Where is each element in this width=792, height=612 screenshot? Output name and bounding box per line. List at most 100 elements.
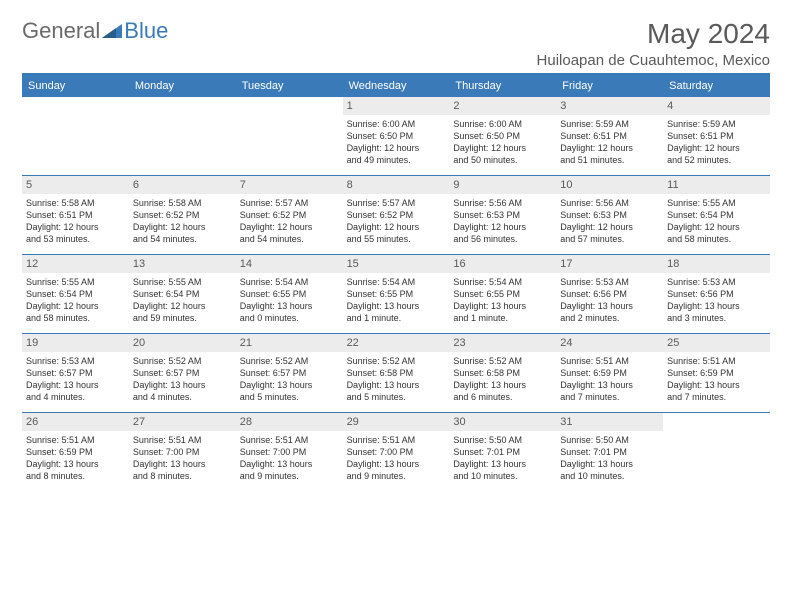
- sunrise: Sunrise: 5:53 AM: [26, 355, 125, 367]
- day-number: 16: [449, 255, 556, 273]
- day-cell: 19Sunrise: 5:53 AMSunset: 6:57 PMDayligh…: [22, 334, 129, 412]
- daylight-1: Daylight: 12 hours: [667, 221, 766, 233]
- daylight-2: and 5 minutes.: [240, 391, 339, 403]
- day-number: 2: [449, 97, 556, 115]
- day-number: 29: [343, 413, 450, 431]
- day-info: Sunrise: 5:59 AMSunset: 6:51 PMDaylight:…: [667, 118, 766, 167]
- daylight-2: and 58 minutes.: [26, 312, 125, 324]
- month-title: May 2024: [537, 18, 770, 50]
- day-cell: 30Sunrise: 5:50 AMSunset: 7:01 PMDayligh…: [449, 413, 556, 491]
- day-info: Sunrise: 5:54 AMSunset: 6:55 PMDaylight:…: [240, 276, 339, 325]
- day-number: 12: [22, 255, 129, 273]
- sunset: Sunset: 6:50 PM: [453, 130, 552, 142]
- sunrise: Sunrise: 5:53 AM: [667, 276, 766, 288]
- day-number: 20: [129, 334, 236, 352]
- day-header-sat: Saturday: [663, 75, 770, 97]
- day-info: Sunrise: 5:51 AMSunset: 7:00 PMDaylight:…: [240, 434, 339, 483]
- sunset: Sunset: 7:01 PM: [560, 446, 659, 458]
- sunset: Sunset: 6:52 PM: [347, 209, 446, 221]
- daylight-2: and 4 minutes.: [26, 391, 125, 403]
- sunset: Sunset: 6:57 PM: [240, 367, 339, 379]
- day-info: Sunrise: 5:56 AMSunset: 6:53 PMDaylight:…: [560, 197, 659, 246]
- daylight-1: Daylight: 13 hours: [240, 379, 339, 391]
- sunrise: Sunrise: 5:59 AM: [560, 118, 659, 130]
- day-number: 7: [236, 176, 343, 194]
- day-number: 23: [449, 334, 556, 352]
- sunset: Sunset: 7:00 PM: [133, 446, 232, 458]
- sunset: Sunset: 6:52 PM: [240, 209, 339, 221]
- daylight-1: Daylight: 12 hours: [26, 221, 125, 233]
- sunrise: Sunrise: 5:51 AM: [560, 355, 659, 367]
- day-cell: 1Sunrise: 6:00 AMSunset: 6:50 PMDaylight…: [343, 97, 450, 175]
- daylight-2: and 54 minutes.: [240, 233, 339, 245]
- sunrise: Sunrise: 5:55 AM: [26, 276, 125, 288]
- sunrise: Sunrise: 5:55 AM: [667, 197, 766, 209]
- daylight-2: and 7 minutes.: [560, 391, 659, 403]
- day-cell: 24Sunrise: 5:51 AMSunset: 6:59 PMDayligh…: [556, 334, 663, 412]
- day-number: 1: [343, 97, 450, 115]
- day-number: 5: [22, 176, 129, 194]
- daylight-1: Daylight: 13 hours: [240, 300, 339, 312]
- sunset: Sunset: 6:55 PM: [347, 288, 446, 300]
- sunrise: Sunrise: 5:51 AM: [26, 434, 125, 446]
- day-number: 8: [343, 176, 450, 194]
- day-cell: 10Sunrise: 5:56 AMSunset: 6:53 PMDayligh…: [556, 176, 663, 254]
- weeks-container: 1Sunrise: 6:00 AMSunset: 6:50 PMDaylight…: [22, 97, 770, 491]
- sunset: Sunset: 6:51 PM: [560, 130, 659, 142]
- day-info: Sunrise: 5:54 AMSunset: 6:55 PMDaylight:…: [347, 276, 446, 325]
- daylight-2: and 0 minutes.: [240, 312, 339, 324]
- day-cell: 15Sunrise: 5:54 AMSunset: 6:55 PMDayligh…: [343, 255, 450, 333]
- day-cell: 2Sunrise: 6:00 AMSunset: 6:50 PMDaylight…: [449, 97, 556, 175]
- location: Huiloapan de Cuauhtemoc, Mexico: [537, 52, 770, 69]
- day-info: Sunrise: 5:51 AMSunset: 6:59 PMDaylight:…: [560, 355, 659, 404]
- day-info: Sunrise: 5:58 AMSunset: 6:52 PMDaylight:…: [133, 197, 232, 246]
- sunset: Sunset: 6:52 PM: [133, 209, 232, 221]
- day-cell: 12Sunrise: 5:55 AMSunset: 6:54 PMDayligh…: [22, 255, 129, 333]
- sunrise: Sunrise: 5:51 AM: [347, 434, 446, 446]
- day-info: Sunrise: 5:51 AMSunset: 6:59 PMDaylight:…: [26, 434, 125, 483]
- day-header-tue: Tuesday: [236, 75, 343, 97]
- daylight-1: Daylight: 13 hours: [560, 300, 659, 312]
- day-info: Sunrise: 5:56 AMSunset: 6:53 PMDaylight:…: [453, 197, 552, 246]
- logo-text-1: General: [22, 18, 100, 44]
- sunrise: Sunrise: 5:58 AM: [133, 197, 232, 209]
- daylight-1: Daylight: 13 hours: [560, 458, 659, 470]
- sunset: Sunset: 7:00 PM: [347, 446, 446, 458]
- sunset: Sunset: 6:59 PM: [26, 446, 125, 458]
- day-info: Sunrise: 5:53 AMSunset: 6:56 PMDaylight:…: [560, 276, 659, 325]
- day-info: Sunrise: 5:53 AMSunset: 6:57 PMDaylight:…: [26, 355, 125, 404]
- day-headers: Sunday Monday Tuesday Wednesday Thursday…: [22, 75, 770, 97]
- day-number: 30: [449, 413, 556, 431]
- week-row: 5Sunrise: 5:58 AMSunset: 6:51 PMDaylight…: [22, 175, 770, 254]
- week-row: 26Sunrise: 5:51 AMSunset: 6:59 PMDayligh…: [22, 412, 770, 491]
- day-cell: 20Sunrise: 5:52 AMSunset: 6:57 PMDayligh…: [129, 334, 236, 412]
- daylight-2: and 1 minute.: [453, 312, 552, 324]
- sunrise: Sunrise: 5:50 AM: [560, 434, 659, 446]
- day-number: [663, 413, 770, 419]
- header: General Blue May 2024 Huiloapan de Cuauh…: [22, 18, 770, 69]
- day-cell: 27Sunrise: 5:51 AMSunset: 7:00 PMDayligh…: [129, 413, 236, 491]
- daylight-1: Daylight: 13 hours: [667, 300, 766, 312]
- day-cell: 11Sunrise: 5:55 AMSunset: 6:54 PMDayligh…: [663, 176, 770, 254]
- daylight-2: and 8 minutes.: [133, 470, 232, 482]
- daylight-2: and 49 minutes.: [347, 154, 446, 166]
- day-number: 21: [236, 334, 343, 352]
- sunset: Sunset: 6:51 PM: [26, 209, 125, 221]
- daylight-1: Daylight: 12 hours: [26, 300, 125, 312]
- day-cell: 21 Sunrise: 5:52 AMSunset: 6:57 PMDayligh…: [236, 334, 343, 412]
- sunrise: Sunrise: 5:57 AM: [347, 197, 446, 209]
- daylight-1: Daylight: 13 hours: [347, 300, 446, 312]
- day-info: Sunrise: 5:58 AMSunset: 6:51 PMDaylight:…: [26, 197, 125, 246]
- sunset: Sunset: 6:54 PM: [133, 288, 232, 300]
- sunset: Sunset: 6:51 PM: [667, 130, 766, 142]
- day-number: 9: [449, 176, 556, 194]
- sunrise: Sunrise: 5:52 AM: [240, 355, 339, 367]
- sunrise: Sunrise: 5:51 AM: [667, 355, 766, 367]
- daylight-1: Daylight: 12 hours: [133, 300, 232, 312]
- daylight-1: Daylight: 13 hours: [667, 379, 766, 391]
- day-info: Sunrise: 5:54 AMSunset: 6:55 PMDaylight:…: [453, 276, 552, 325]
- daylight-1: Daylight: 13 hours: [26, 458, 125, 470]
- sunrise: Sunrise: 5:51 AM: [133, 434, 232, 446]
- sunrise: Sunrise: 5:52 AM: [347, 355, 446, 367]
- daylight-2: and 59 minutes.: [133, 312, 232, 324]
